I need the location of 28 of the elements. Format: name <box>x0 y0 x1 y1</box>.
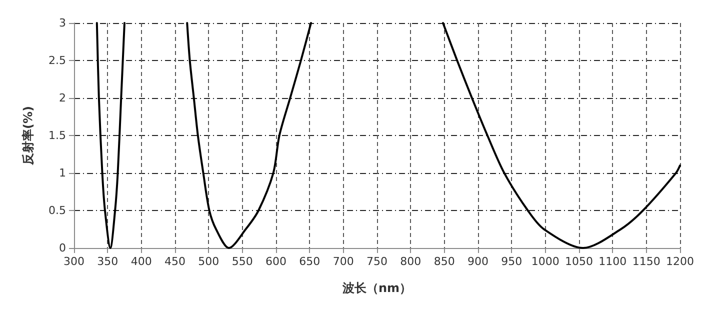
y-tick-label: 2 <box>59 92 66 104</box>
y-tick-label: 1 <box>59 166 66 180</box>
y-tick-label: 2.5 <box>48 54 66 67</box>
y-tick-label: 0.5 <box>48 204 66 217</box>
x-tick-label: 1050 <box>565 255 593 268</box>
y-axis-title: 反射率(%) <box>21 106 35 166</box>
x-tick-label: 1200 <box>666 255 694 268</box>
x-tick-label: 750 <box>366 255 388 268</box>
x-tick-label: 650 <box>299 255 320 268</box>
x-tick-label: 700 <box>332 255 354 268</box>
x-tick-label: 900 <box>468 255 488 268</box>
y-tick-label: 3 <box>59 16 66 30</box>
x-tick-label: 450 <box>164 255 186 268</box>
x-tick-label: 550 <box>232 255 253 268</box>
y-tick-label: 1.5 <box>48 129 66 142</box>
x-tick-label: 800 <box>400 255 422 268</box>
x-tick-label: 950 <box>501 255 522 268</box>
x-tick-label: 1000 <box>531 255 560 268</box>
x-tick-label: 850 <box>434 255 455 268</box>
x-tick-label: 1150 <box>632 255 660 268</box>
x-tick-label: 400 <box>130 255 152 268</box>
x-tick-label: 500 <box>198 255 220 268</box>
x-tick-label: 300 <box>64 255 84 268</box>
x-tick-label: 1100 <box>598 255 627 268</box>
x-tick-label: 350 <box>97 255 118 268</box>
y-tick-label: 0 <box>59 242 66 254</box>
x-axis-title: 波长（nm） <box>341 281 412 295</box>
x-tick-label: 600 <box>266 255 286 268</box>
